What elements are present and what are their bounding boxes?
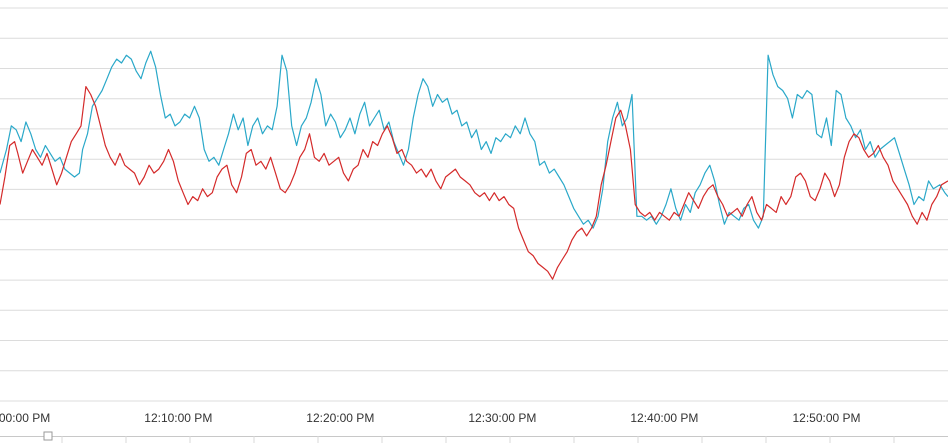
time-scrollbar[interactable] [0, 431, 948, 443]
series-line-2 [0, 86, 948, 280]
x-tick-label: 12:30:00 PM [468, 411, 536, 425]
x-tick-label: 12:20:00 PM [306, 411, 374, 425]
series-line-1 [0, 50, 948, 229]
x-tick-label: 12:50:00 PM [792, 411, 860, 425]
scrollbar-handle[interactable] [43, 431, 53, 441]
x-axis: 12:00:00 PM 12:10:00 PM 12:20:00 PM 12:30:0… [0, 411, 861, 425]
x-tick-label: 12:10:00 PM [144, 411, 212, 425]
x-tick-label: 12:40:00 PM [630, 411, 698, 425]
series-lines [0, 50, 948, 280]
x-tick-label: 12:00:00 PM [0, 411, 50, 425]
gridlines [0, 7, 948, 402]
